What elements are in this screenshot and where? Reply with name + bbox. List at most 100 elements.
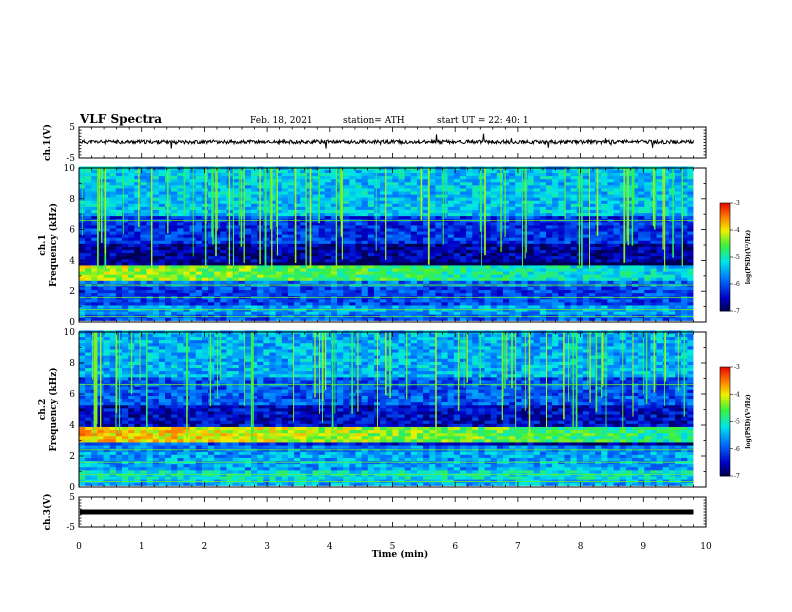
spectrogram-cell bbox=[103, 184, 111, 189]
spectrogram-cell bbox=[656, 249, 664, 254]
spectrogram-cell bbox=[244, 184, 252, 189]
spectrogram-cell bbox=[251, 212, 258, 217]
spectrogram-cell bbox=[269, 231, 277, 235]
spectrogram-cell bbox=[650, 240, 657, 244]
spectrogram-cell bbox=[447, 249, 455, 254]
spectrogram-cell bbox=[337, 255, 344, 260]
spectrogram-cell bbox=[85, 268, 92, 272]
spectrogram-cell bbox=[607, 280, 614, 284]
spectrogram-cell bbox=[97, 184, 104, 189]
spectrogram-cell bbox=[589, 175, 596, 180]
spectrogram-cell bbox=[140, 243, 147, 247]
spectrogram-cell bbox=[183, 200, 190, 204]
spectrogram-cell bbox=[502, 255, 510, 260]
spectrogram-cell bbox=[632, 252, 639, 257]
spectrogram-cell bbox=[496, 280, 504, 284]
spectrogram-cell bbox=[632, 317, 639, 321]
spectrogram-cell bbox=[312, 292, 320, 297]
spectrogram-cell bbox=[607, 234, 614, 238]
spectrogram-cell bbox=[490, 292, 498, 297]
spectrogram-cell bbox=[410, 169, 418, 174]
spectrogram-cell bbox=[589, 172, 596, 177]
spectrogram-cell bbox=[570, 258, 578, 263]
spectrogram-cell bbox=[484, 224, 492, 229]
spectrogram-cell bbox=[607, 305, 614, 309]
spectrogram-cell bbox=[177, 280, 184, 284]
spectrogram-cell bbox=[582, 274, 590, 278]
spectrogram-cell bbox=[128, 301, 135, 306]
spectrogram-cell bbox=[91, 175, 98, 180]
spectrogram-cell bbox=[232, 178, 240, 183]
spectrogram-cell bbox=[183, 268, 190, 272]
spectrogram-cell bbox=[632, 301, 639, 306]
spectrogram-cell bbox=[269, 271, 277, 275]
spectrogram-cell bbox=[251, 169, 258, 174]
spectrogram-cell bbox=[189, 268, 197, 272]
spectrogram-cell bbox=[263, 231, 270, 235]
spectrogram-cell bbox=[607, 246, 614, 251]
spectrogram-cell bbox=[367, 305, 375, 309]
spectrogram-cell bbox=[238, 314, 246, 318]
spectrogram-cell bbox=[373, 243, 381, 247]
spectrogram-cell bbox=[343, 237, 350, 241]
spectrogram-cell bbox=[122, 252, 129, 257]
spectrogram-cell bbox=[429, 286, 436, 291]
spectrogram-cell bbox=[392, 175, 399, 180]
spectrogram-cell bbox=[558, 246, 565, 251]
spectrogram-cell bbox=[152, 215, 160, 220]
spectrogram-cell bbox=[527, 301, 535, 306]
spectrogram-cell bbox=[294, 246, 301, 251]
spectrogram-cell bbox=[195, 194, 203, 198]
spectrogram-cell bbox=[85, 255, 92, 260]
spectrogram-cell bbox=[373, 172, 381, 177]
spectrogram-cell bbox=[552, 234, 559, 238]
spectrogram-cell bbox=[632, 212, 639, 217]
spectrogram-cell bbox=[355, 194, 363, 198]
spectrogram-cell bbox=[361, 237, 369, 241]
spectrogram-cell bbox=[441, 314, 449, 318]
spectrogram-cell bbox=[502, 231, 510, 235]
spectrogram-cell bbox=[638, 203, 645, 207]
spectrogram-cell bbox=[177, 301, 184, 306]
spectrogram-cell bbox=[668, 240, 676, 244]
spectrogram-cell bbox=[607, 203, 614, 207]
spectrogram-cell bbox=[103, 212, 111, 217]
spectrogram-cell bbox=[128, 221, 135, 226]
spectrogram-cell bbox=[386, 184, 393, 189]
spectrogram-cell bbox=[435, 178, 442, 183]
spectrogram-cell bbox=[662, 178, 670, 183]
spectrogram-cell bbox=[251, 188, 258, 192]
spectrogram-cell bbox=[189, 298, 197, 303]
spectrogram-cell bbox=[183, 252, 190, 257]
spectrogram-cell bbox=[502, 191, 510, 195]
spectrogram-cell bbox=[459, 188, 467, 192]
spectrogram-cell bbox=[386, 206, 393, 210]
spectrogram-cell bbox=[269, 181, 277, 186]
spectrogram-cell bbox=[398, 317, 406, 321]
spectrogram-cell bbox=[410, 206, 418, 210]
spectrogram-cell bbox=[545, 286, 553, 291]
spectrogram-cell bbox=[355, 277, 363, 281]
spectrogram-cell bbox=[490, 212, 498, 217]
spectrogram-cell bbox=[85, 197, 92, 201]
spectrogram-cell bbox=[527, 181, 535, 186]
spectrogram-cell bbox=[613, 231, 621, 235]
spectrogram-cell bbox=[502, 184, 510, 189]
spectrogram-cell bbox=[220, 265, 227, 269]
spectrogram-cell bbox=[496, 271, 504, 275]
spectrogram-cell bbox=[103, 172, 111, 177]
spectrogram-cell bbox=[355, 231, 363, 235]
spectrogram-cell bbox=[453, 188, 461, 192]
spectrogram-cell bbox=[447, 172, 455, 177]
spectrogram-cell bbox=[158, 188, 166, 192]
spectrogram-cell bbox=[668, 224, 676, 229]
spectrogram-cell bbox=[232, 261, 240, 266]
spectrogram-cell bbox=[668, 212, 676, 217]
spectrogram-cell bbox=[410, 286, 418, 291]
spectrogram-cell bbox=[675, 305, 682, 309]
spectrogram-cell bbox=[201, 280, 209, 284]
spectrogram-cell bbox=[208, 298, 215, 303]
spectrogram-cell bbox=[632, 209, 639, 214]
spectrogram-cell bbox=[128, 305, 135, 309]
spectrogram-cell bbox=[441, 191, 449, 195]
